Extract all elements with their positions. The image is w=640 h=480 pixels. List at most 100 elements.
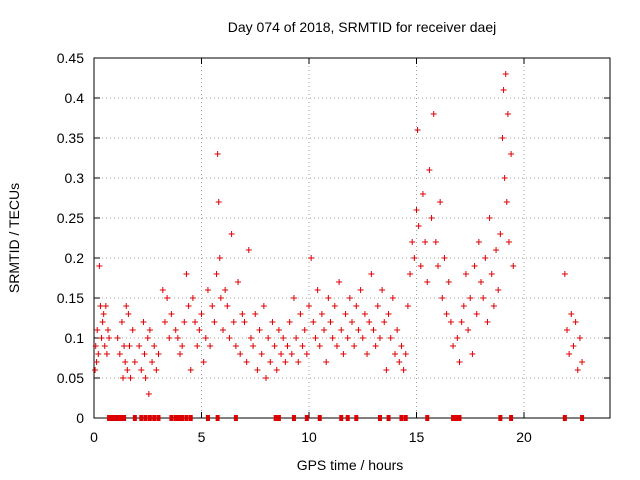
data-point bbox=[120, 375, 127, 381]
gap-marker bbox=[399, 415, 404, 421]
data-point bbox=[172, 327, 179, 333]
data-point bbox=[351, 343, 358, 349]
data-point bbox=[228, 231, 235, 237]
gap-marker bbox=[562, 415, 567, 421]
data-point bbox=[131, 359, 138, 365]
gap-marker bbox=[180, 415, 185, 421]
gap-marker bbox=[304, 415, 309, 421]
data-point bbox=[576, 335, 583, 341]
data-point bbox=[508, 151, 515, 157]
data-point bbox=[202, 335, 209, 341]
data-point bbox=[256, 327, 263, 333]
gap-marker bbox=[345, 415, 350, 421]
data-point bbox=[344, 335, 351, 341]
data-point bbox=[490, 303, 497, 309]
gap-marker bbox=[425, 415, 430, 421]
axis-ticks: 0 0.05 0.1 0.15 0.2 0.25 0.3 0.35 0.4 0.45 0 5 10 15 2… bbox=[57, 50, 610, 445]
gap-marker bbox=[386, 415, 391, 421]
data-point bbox=[454, 335, 461, 341]
data-point bbox=[101, 343, 108, 349]
data-point bbox=[265, 335, 272, 341]
data-point bbox=[159, 287, 166, 293]
data-point bbox=[574, 367, 581, 373]
data-point bbox=[252, 311, 259, 317]
data-point bbox=[437, 199, 444, 205]
data-point bbox=[161, 319, 168, 325]
data-point bbox=[267, 359, 274, 365]
x-tick-label: 15 bbox=[409, 429, 425, 445]
data-point bbox=[125, 311, 132, 317]
data-point bbox=[327, 319, 334, 325]
data-point bbox=[222, 287, 229, 293]
data-point bbox=[220, 327, 226, 333]
data-point bbox=[346, 295, 353, 301]
y-tick-label: 0.25 bbox=[57, 210, 84, 226]
gap-marker bbox=[122, 415, 127, 421]
gap-marker bbox=[498, 415, 503, 421]
x-tick-label: 20 bbox=[516, 429, 532, 445]
data-point bbox=[185, 303, 192, 309]
data-point bbox=[211, 319, 218, 325]
gap-marker bbox=[454, 415, 459, 421]
data-point bbox=[502, 71, 509, 77]
data-point bbox=[241, 319, 248, 325]
chart-title: Day 074 of 2018, SRMTID for receiver dae… bbox=[228, 19, 496, 35]
data-point bbox=[136, 343, 143, 349]
data-point bbox=[269, 319, 276, 325]
data-point bbox=[245, 247, 252, 253]
data-point bbox=[500, 87, 507, 93]
data-point bbox=[407, 271, 414, 277]
data-point bbox=[213, 271, 220, 277]
data-point bbox=[99, 319, 106, 325]
data-point bbox=[216, 255, 223, 261]
gap-marker bbox=[377, 415, 382, 421]
data-point bbox=[456, 359, 463, 365]
data-point bbox=[441, 255, 448, 261]
data-point bbox=[415, 223, 422, 229]
data-point bbox=[475, 239, 482, 245]
data-point bbox=[342, 311, 349, 317]
data-point bbox=[286, 319, 293, 325]
data-point bbox=[566, 351, 573, 357]
data-point bbox=[359, 335, 366, 341]
data-point bbox=[318, 311, 325, 317]
data-point bbox=[102, 303, 109, 309]
data-point bbox=[372, 343, 379, 349]
data-point bbox=[126, 343, 133, 349]
data-point bbox=[273, 367, 280, 373]
x-tick-label: 10 bbox=[301, 429, 317, 445]
data-point bbox=[478, 279, 484, 285]
data-point bbox=[349, 319, 355, 325]
data-point bbox=[118, 319, 125, 325]
data-point bbox=[140, 319, 147, 325]
data-point bbox=[144, 335, 151, 341]
data-point bbox=[385, 311, 392, 317]
data-point bbox=[389, 295, 396, 301]
y-tick-label: 0 bbox=[76, 410, 84, 426]
data-point bbox=[124, 367, 131, 373]
data-point bbox=[561, 271, 568, 277]
data-point bbox=[374, 303, 381, 309]
data-point bbox=[469, 351, 476, 357]
x-tick-label: 5 bbox=[198, 429, 206, 445]
data-point bbox=[336, 279, 343, 285]
gap-marker bbox=[580, 415, 585, 421]
data-point bbox=[151, 343, 158, 349]
data-point bbox=[189, 295, 196, 301]
data-point bbox=[237, 351, 244, 357]
data-point bbox=[495, 287, 502, 293]
data-point bbox=[312, 335, 319, 341]
data-point bbox=[510, 263, 517, 269]
data-point bbox=[424, 279, 431, 285]
data-point bbox=[260, 303, 267, 309]
gap-marker bbox=[457, 415, 462, 421]
data-point bbox=[564, 327, 570, 333]
gap-marker bbox=[403, 415, 408, 421]
data-point bbox=[214, 151, 221, 157]
data-point bbox=[94, 327, 101, 333]
data-point bbox=[480, 295, 487, 301]
data-point bbox=[174, 335, 181, 341]
data-point bbox=[484, 319, 491, 325]
gap-marker bbox=[339, 415, 344, 421]
